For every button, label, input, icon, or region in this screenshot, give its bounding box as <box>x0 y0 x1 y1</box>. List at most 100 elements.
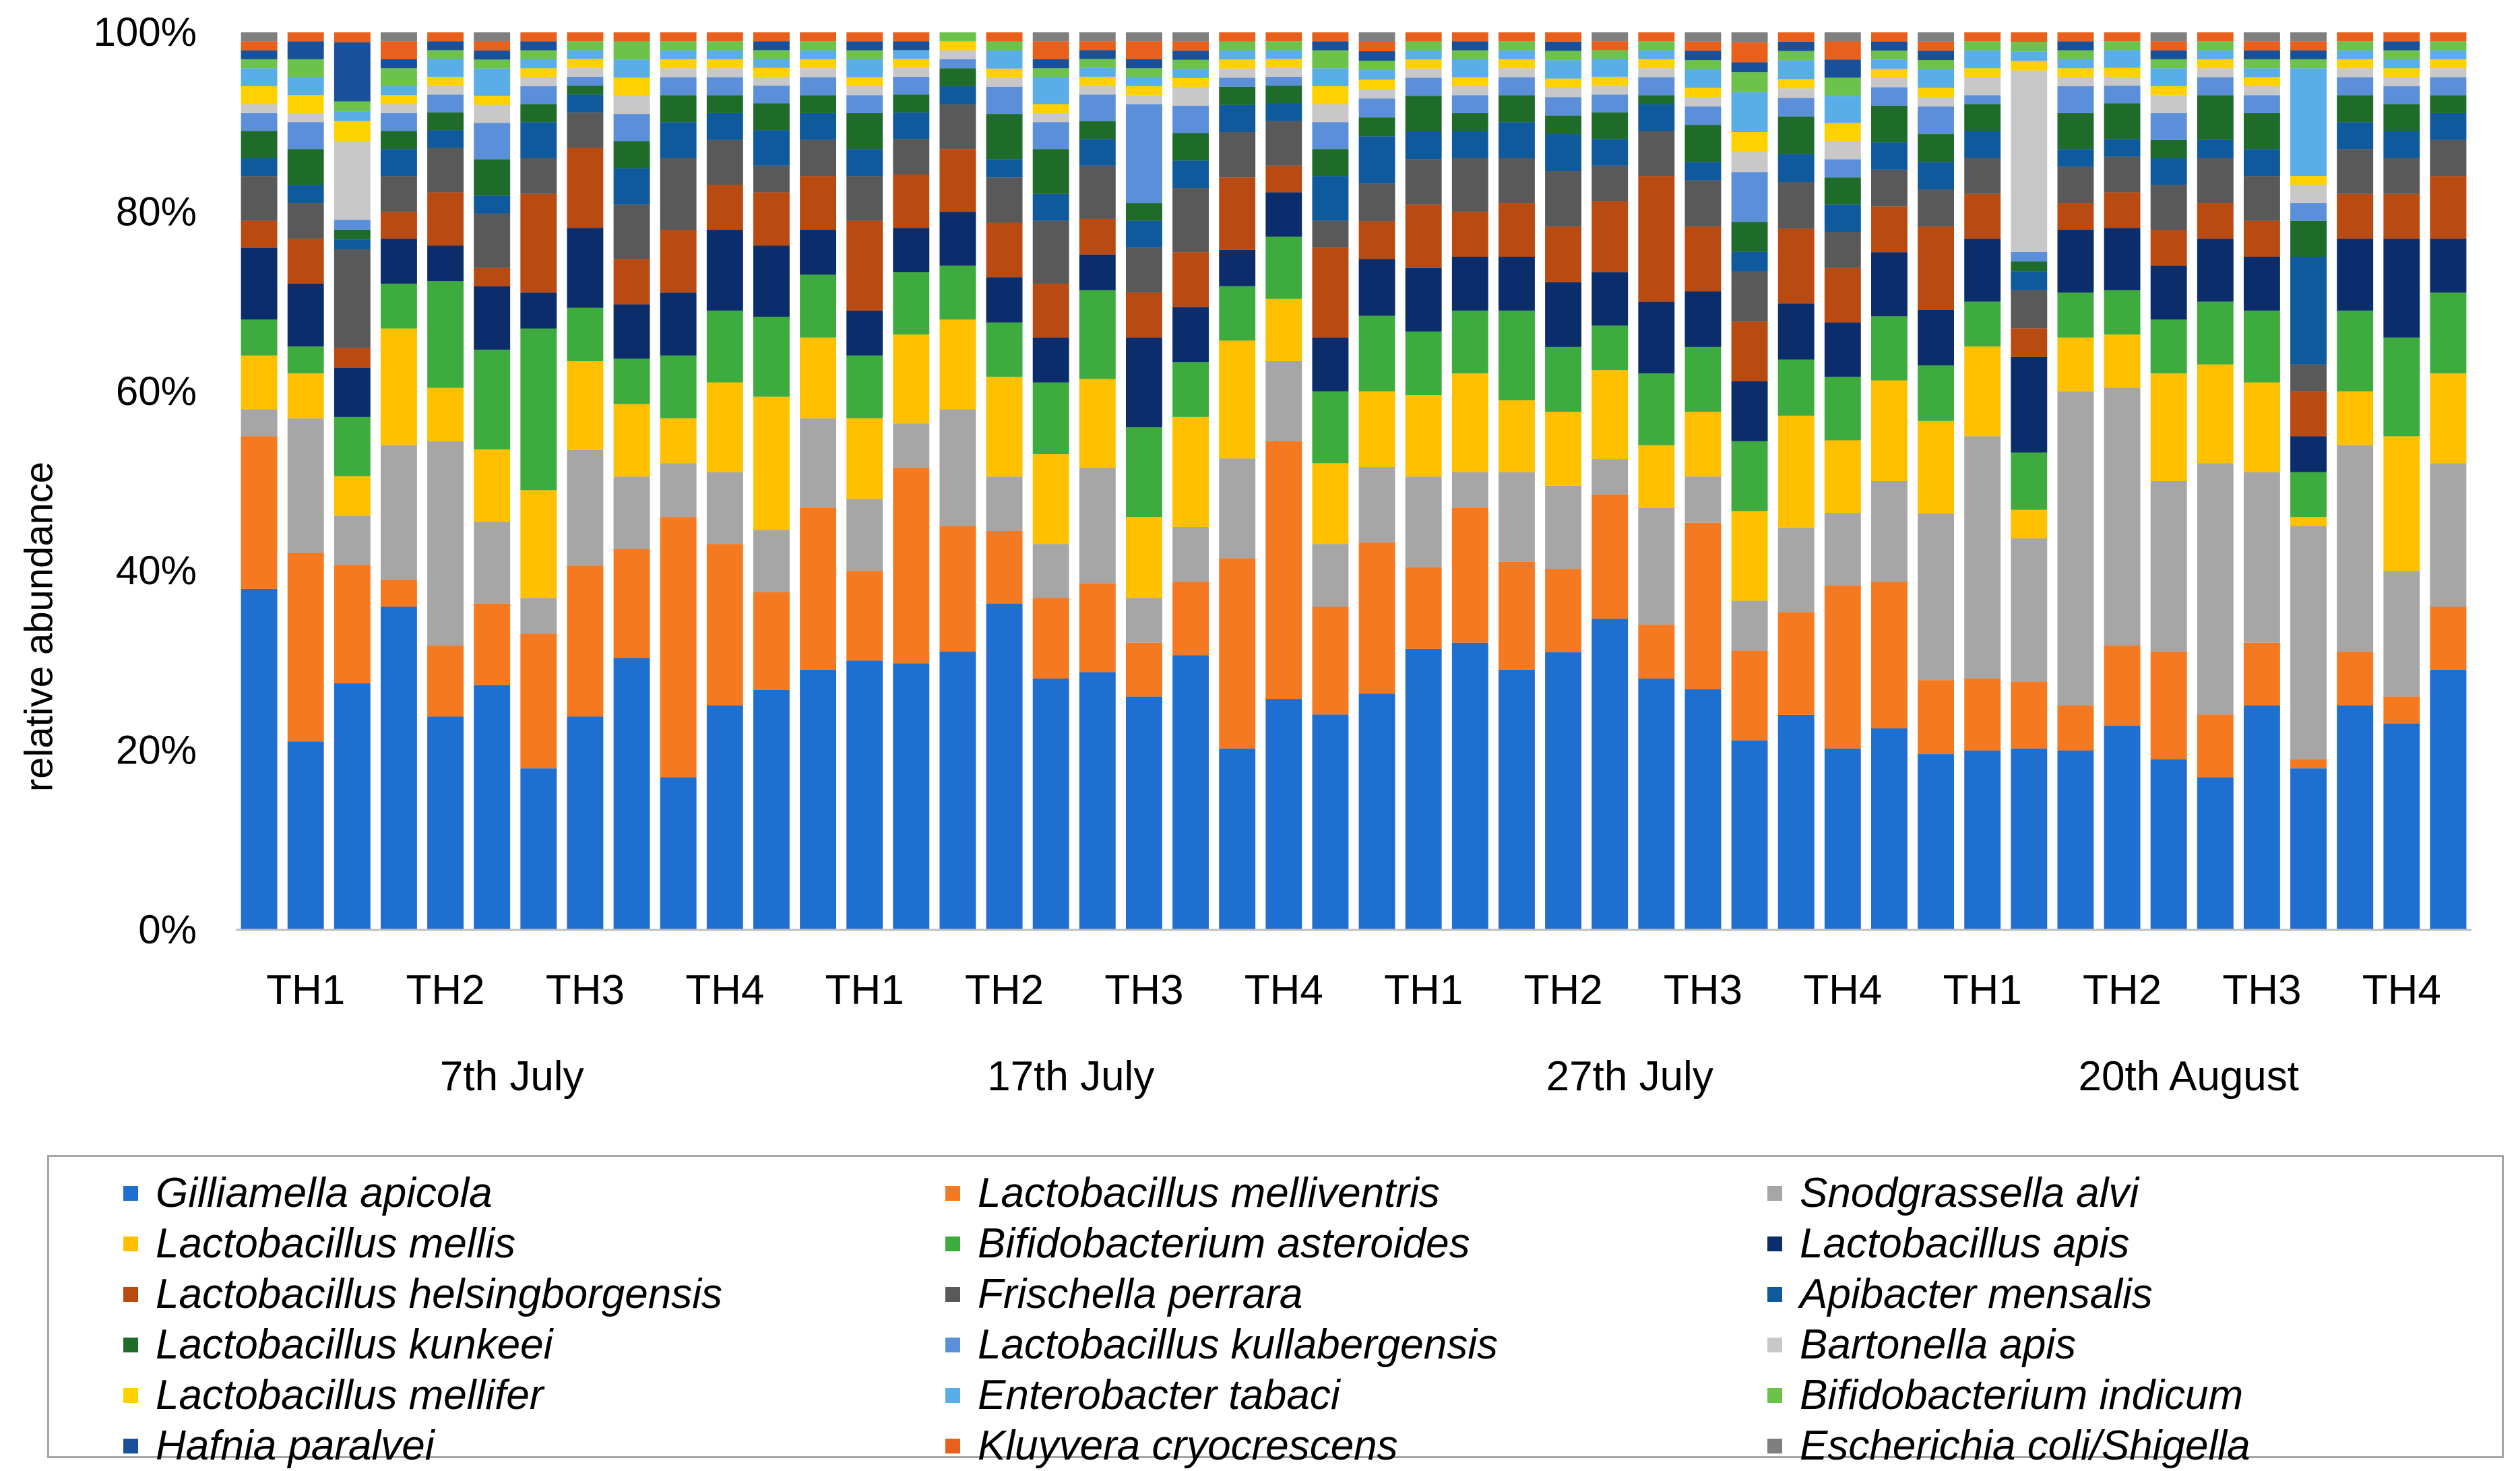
bar-segment <box>1918 420 1955 514</box>
bar-segment <box>753 165 790 193</box>
bar-segment <box>520 77 557 86</box>
bar-segment <box>380 176 417 212</box>
bar-segment <box>1358 693 1395 930</box>
bar-segment <box>1918 69 1955 88</box>
bar-segment <box>2197 714 2234 778</box>
y-tick-label: 60% <box>116 369 197 414</box>
bar-segment <box>1777 154 1815 182</box>
bar-segment <box>567 94 604 113</box>
bar-stack <box>1358 32 1395 930</box>
bar-segment <box>2057 203 2094 230</box>
bar-segment <box>2430 50 2467 59</box>
bar-segment <box>1918 60 1955 69</box>
bar-segment <box>241 50 278 59</box>
bar-segment <box>660 777 697 930</box>
bar-segment <box>1079 139 1116 166</box>
x-tick-label: TH3 <box>1104 967 1183 1013</box>
bar-segment <box>800 418 837 508</box>
bar-segment <box>1638 625 1675 679</box>
bar-segment <box>1032 68 1069 77</box>
bar-segment <box>1032 382 1069 455</box>
bar-segment <box>567 76 604 86</box>
bar-segment <box>474 349 511 449</box>
bar-segment <box>380 86 417 96</box>
bar-segment <box>986 476 1023 531</box>
bar-segment <box>380 212 417 239</box>
bar-segment <box>613 77 650 96</box>
bar-segment <box>334 367 371 417</box>
bar-segment <box>800 68 837 77</box>
bar-segment <box>1358 315 1395 392</box>
bar-segment <box>1777 98 1815 117</box>
bar-segment <box>1638 95 1675 104</box>
bar-segment <box>1125 95 1162 104</box>
bar-segment <box>1870 582 1908 728</box>
bar-segment <box>1731 32 1768 42</box>
bar-segment <box>1731 72 1768 92</box>
bar-segment <box>893 663 930 930</box>
bar-segment <box>1592 494 1629 619</box>
bar-segment <box>1870 252 1908 317</box>
bar-segment <box>2430 68 2467 77</box>
bar-segment <box>1545 32 1582 42</box>
bar-segment <box>2150 139 2187 158</box>
bar-segment <box>241 131 278 158</box>
bar-segment <box>2243 382 2280 472</box>
bar-segment <box>1592 94 1629 113</box>
bar-segment <box>567 148 604 228</box>
bar-segment <box>380 104 417 113</box>
legend-label: Gilliamella apicola <box>156 1169 493 1216</box>
bar-segment <box>2383 158 2420 194</box>
legend-label: Lactobacillus kullabergensis <box>978 1321 1499 1368</box>
date-group-label: 20th August <box>2079 1053 2300 1100</box>
bar-stack <box>1219 32 1256 930</box>
bar-segment <box>1777 182 1815 229</box>
x-tick-label: TH1 <box>266 967 345 1013</box>
bar-segment <box>800 113 837 140</box>
bar-segment <box>1731 222 1768 252</box>
bar-segment <box>1545 88 1582 98</box>
bar-stack <box>1405 32 1442 930</box>
bar-segment <box>1638 50 1675 59</box>
bar-segment <box>2430 373 2467 464</box>
bar-segment <box>1731 321 1768 381</box>
bar-segment <box>567 59 604 68</box>
bar-segment <box>1032 32 1069 42</box>
x-tick-label: TH3 <box>2222 967 2301 1013</box>
legend-item: Kluyvera cryocrescens <box>945 1420 1767 1471</box>
bar-segment <box>893 334 930 424</box>
bar-segment <box>427 716 464 930</box>
legend-label: Escherichia coli/Shigella <box>1800 1422 2250 1469</box>
legend-label: Lactobacillus mellifer <box>156 1371 544 1418</box>
bar-segment <box>567 112 604 148</box>
bar-segment <box>1219 748 1256 930</box>
bar-segment <box>380 149 417 177</box>
bar-segment <box>241 68 278 86</box>
bar-segment <box>1824 32 1861 42</box>
bar-segment <box>1638 445 1675 508</box>
bar-segment <box>2290 50 2327 59</box>
bar-segment <box>1032 598 1069 679</box>
bar-segment <box>1498 122 1535 158</box>
bar-segment <box>1079 254 1116 290</box>
bar-segment <box>753 50 790 59</box>
bar-segment <box>1312 544 1349 607</box>
bar-segment <box>2011 42 2048 52</box>
bar-segment <box>474 603 511 685</box>
bar-segment <box>1638 41 1675 51</box>
bar-segment <box>1312 247 1349 338</box>
bar-segment <box>1405 159 1442 205</box>
bar-segment <box>1684 689 1722 930</box>
bar-segment <box>2057 113 2094 150</box>
bar-segment <box>2290 768 2327 930</box>
bar-segment <box>1684 412 1722 477</box>
bar-segment <box>1312 337 1349 392</box>
bar-segment <box>1265 50 1302 59</box>
x-tick-label: TH3 <box>546 967 625 1013</box>
bar-segment <box>753 245 790 317</box>
bar-segment <box>2290 220 2327 257</box>
bar-segment <box>2337 193 2374 239</box>
bar-segment <box>1684 226 1722 292</box>
bar-segment <box>706 41 743 51</box>
bar-segment <box>2430 463 2467 607</box>
